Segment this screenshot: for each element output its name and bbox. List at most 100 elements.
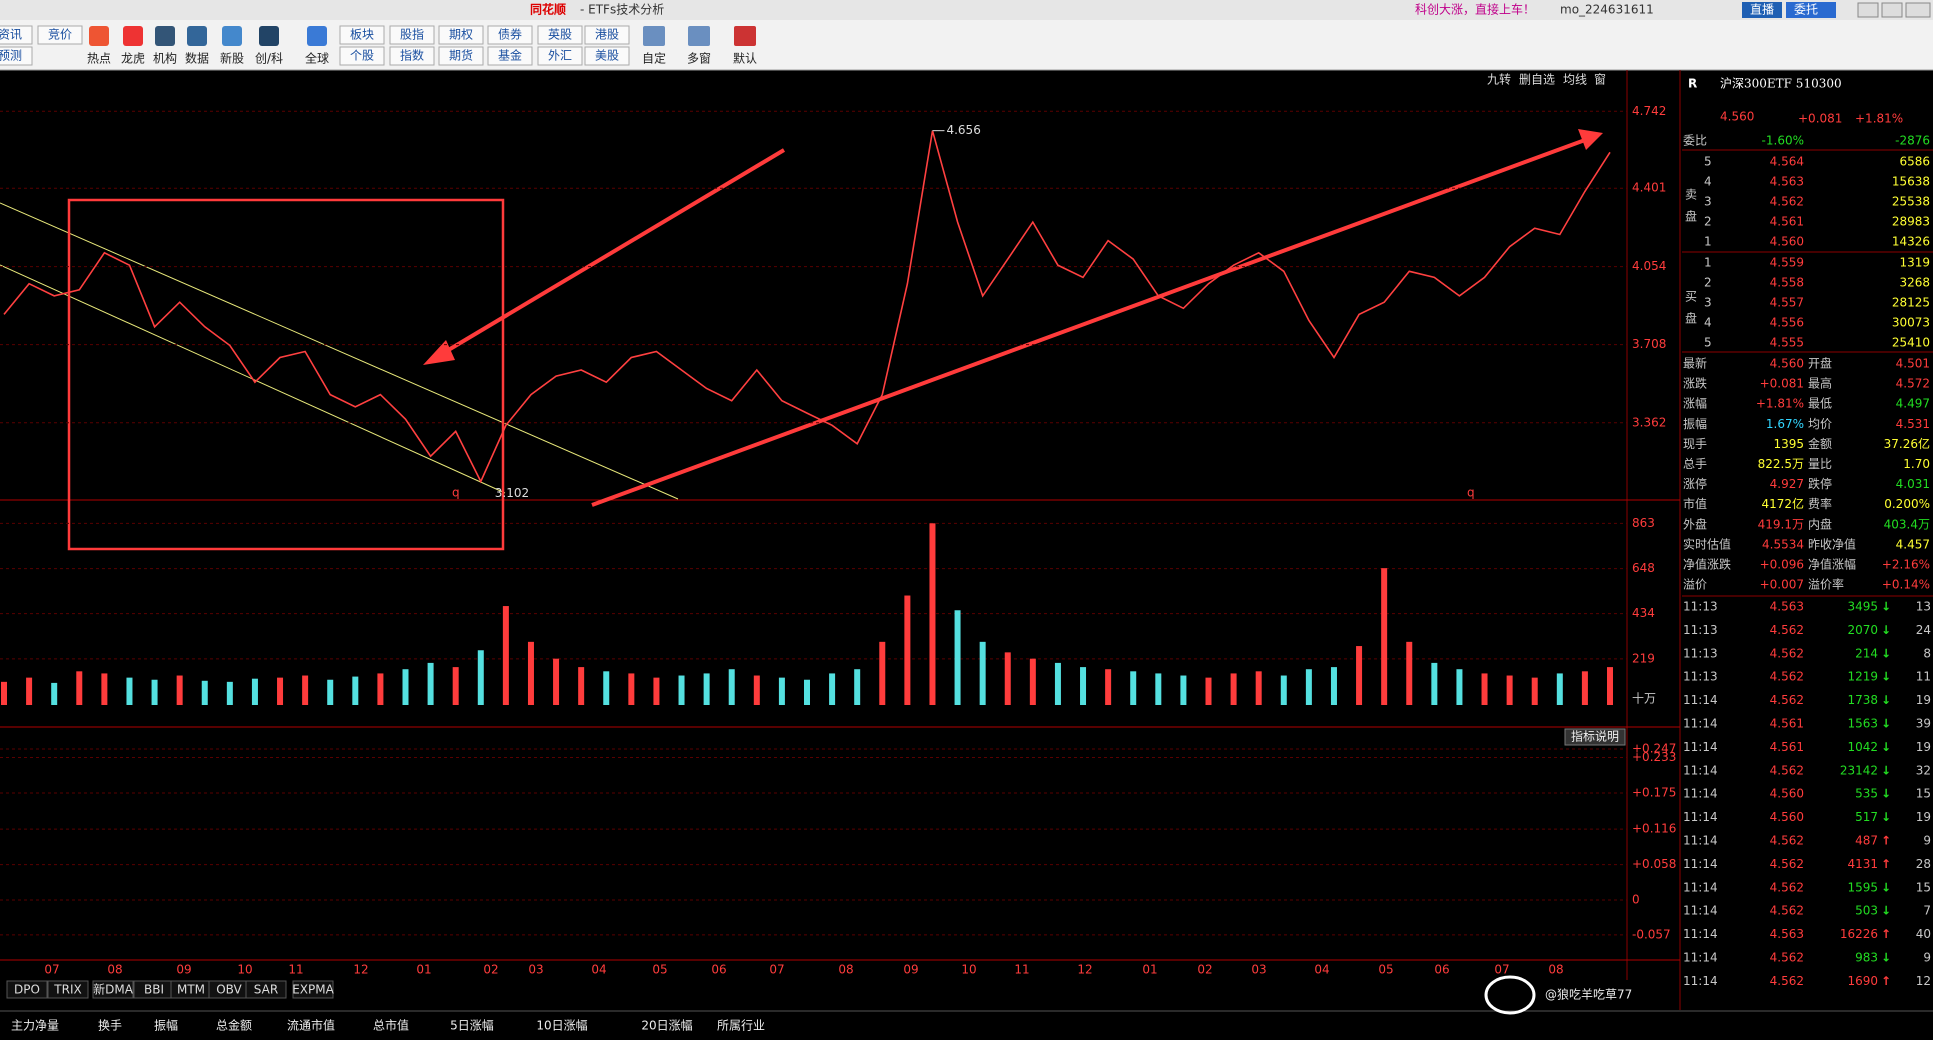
toolbar-button[interactable] [37, 25, 83, 45]
user-name: mo_224631611 [1560, 3, 1654, 17]
toolbar-button[interactable] [438, 25, 484, 45]
trade-volume: 1042 [1847, 740, 1878, 754]
help-button[interactable] [1564, 728, 1626, 746]
trade-price: 4.562 [1770, 763, 1804, 777]
indicator-tab[interactable] [92, 980, 134, 999]
toolbar-icon[interactable] [187, 26, 207, 46]
trade-arrow: ↓ [1881, 810, 1891, 824]
book-price: 4.557 [1770, 296, 1804, 310]
trade-count: 7 [1923, 904, 1931, 918]
book-volume: 6586 [1899, 155, 1930, 169]
volume-bar [1305, 669, 1312, 705]
trade-time: 11:14 [1683, 880, 1718, 894]
live-button[interactable] [1742, 2, 1782, 18]
volume-bar [678, 675, 685, 705]
trade-count: 19 [1916, 693, 1931, 707]
volume-bar [1, 681, 7, 705]
stat-value: +0.096 [1760, 558, 1804, 572]
stat-label: 净值涨幅 [1808, 557, 1856, 572]
maximize-button[interactable] [1881, 2, 1903, 18]
toolbar-icon[interactable] [734, 26, 756, 46]
book-level: 3 [1704, 296, 1712, 310]
indicator-tab[interactable] [47, 980, 89, 999]
toolbar-icon[interactable] [89, 26, 109, 46]
trade-count: 28 [1916, 857, 1931, 871]
live-label: 直播 [1750, 3, 1774, 17]
trade-count: 40 [1916, 927, 1931, 941]
volume-bar [1105, 669, 1112, 705]
toolbar-label: 新股 [220, 51, 244, 66]
toolbar-button[interactable] [339, 25, 385, 45]
minimize-button[interactable] [1857, 2, 1879, 18]
volume-bar [26, 677, 33, 705]
toolbar-label: 热点 [87, 52, 111, 66]
y-tick-label: +0.175 [1632, 786, 1676, 800]
toolbar-button[interactable] [389, 46, 435, 66]
stat-value: 1395 [1773, 437, 1804, 451]
indicator-tab[interactable] [292, 980, 334, 999]
volume-bar [477, 650, 484, 705]
stat-value: 4.497 [1896, 397, 1930, 411]
book-price: 4.560 [1770, 235, 1804, 249]
toolbar-button[interactable] [487, 25, 533, 45]
toolbar-button[interactable] [537, 25, 583, 45]
toolbar-button[interactable] [389, 25, 435, 45]
volume-bar [1004, 652, 1011, 705]
toolbar-label: 板块 [350, 28, 374, 42]
trade-count: 39 [1916, 717, 1931, 731]
column-header: 10日涨幅 [536, 1018, 587, 1033]
book-price: 4.562 [1770, 195, 1804, 209]
volume-bar [1556, 673, 1563, 705]
toolbar-button[interactable] [0, 25, 33, 45]
x-tick-label: 02 [1197, 963, 1212, 977]
toolbar-button[interactable] [487, 46, 533, 66]
volume-bar [1205, 677, 1212, 705]
trade-arrow: ↓ [1881, 600, 1891, 614]
toolbar-button[interactable] [584, 46, 630, 66]
volume-bar [1230, 673, 1237, 705]
chart-tool: 九转 [1487, 72, 1511, 87]
toolbar-label: 全球 [305, 51, 329, 66]
volume-bar [603, 671, 610, 705]
trade-count: 15 [1916, 787, 1931, 801]
toolbar-icon[interactable] [222, 26, 242, 46]
price-change-pct: +1.81% [1855, 112, 1903, 126]
trade-time: 11:14 [1683, 834, 1718, 848]
trade-arrow: ↑ [1881, 974, 1891, 988]
toolbar-icon[interactable] [259, 26, 279, 46]
toolbar-icon[interactable] [688, 26, 710, 46]
trade-count: 9 [1923, 834, 1931, 848]
stat-label: 量比 [1808, 457, 1832, 471]
x-tick-label: 10 [237, 963, 252, 977]
x-tick-label: 01 [1142, 963, 1157, 977]
toolbar-button[interactable] [339, 46, 385, 66]
order-button[interactable] [1786, 2, 1836, 18]
stat-label: 金额 [1808, 436, 1832, 451]
stat-value: +2.16% [1882, 558, 1930, 572]
toolbar-icon[interactable] [123, 26, 143, 46]
indicator-tab[interactable] [245, 980, 287, 999]
toolbar-icon[interactable] [307, 26, 327, 46]
book-price: 4.559 [1770, 256, 1804, 270]
toolbar-button[interactable] [0, 46, 33, 66]
toolbar-button[interactable] [584, 25, 630, 45]
volume-bar [1481, 673, 1488, 705]
volume-bar [226, 681, 233, 705]
indicator-tab[interactable] [6, 980, 48, 999]
volume-bar [302, 675, 309, 705]
toolbar-icon[interactable] [155, 26, 175, 46]
trade-price: 4.562 [1770, 646, 1804, 660]
book-volume: 1319 [1899, 256, 1930, 270]
trade-arrow: ↑ [1881, 927, 1891, 941]
book-price: 4.558 [1770, 276, 1804, 290]
chart-annotation: q [452, 486, 460, 500]
toolbar-button[interactable] [438, 46, 484, 66]
indicator-tab-label: TRIX [53, 983, 81, 997]
volume-bar [51, 682, 58, 705]
watermark-logo [1484, 975, 1536, 1015]
toolbar-icon[interactable] [643, 26, 665, 46]
trade-price: 4.563 [1770, 600, 1804, 614]
close-button[interactable] [1905, 2, 1931, 18]
toolbar-button[interactable] [537, 46, 583, 66]
volume-bar [829, 673, 836, 705]
